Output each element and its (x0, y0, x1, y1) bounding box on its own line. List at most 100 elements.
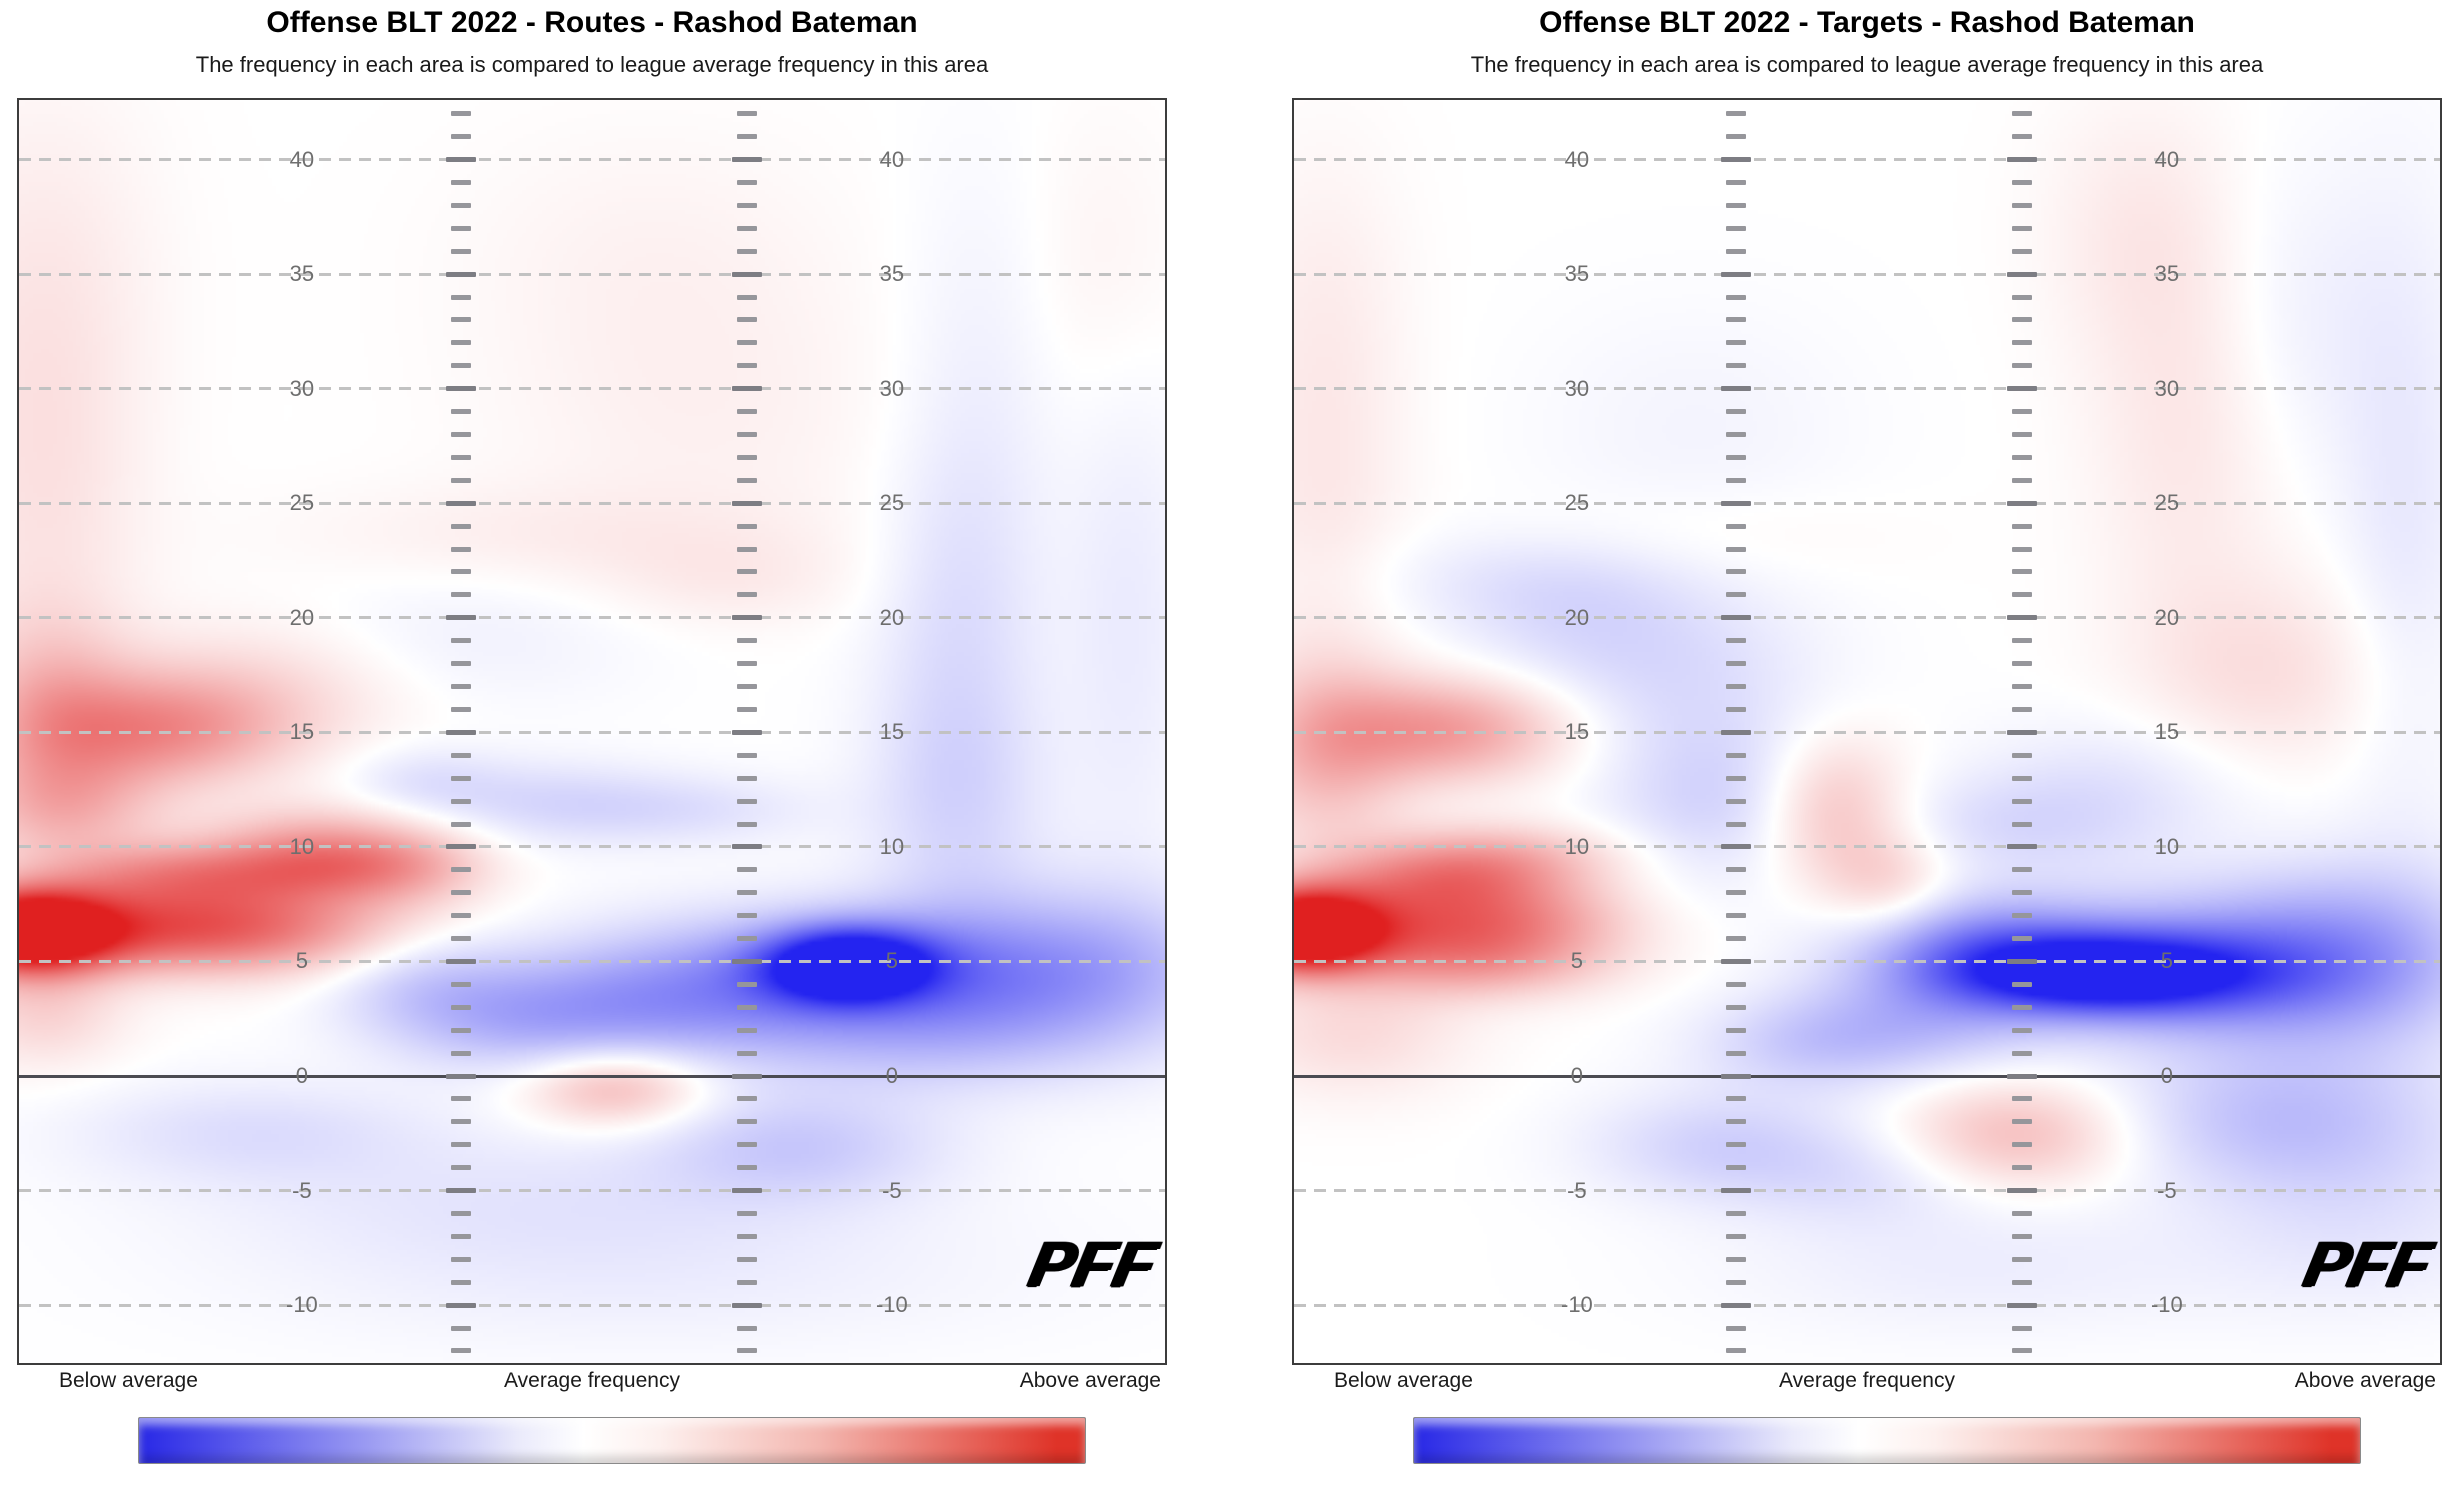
hash-mark (1720, 958, 1751, 964)
yard-gridline (19, 1303, 1165, 1307)
yard-gridline (1294, 272, 2440, 276)
hash-mark (2011, 409, 2032, 415)
hash-mark (450, 981, 471, 987)
hash-mark (450, 1096, 471, 1102)
yard-number-label: 5 (2160, 948, 2173, 974)
hash-mark (736, 1096, 757, 1102)
hash-mark (2011, 798, 2032, 804)
hash-mark (736, 638, 757, 644)
hash-mark (450, 592, 471, 598)
yard-gridline (19, 959, 1165, 963)
hash-mark (736, 936, 757, 942)
yard-number-label: 30 (1564, 375, 1590, 401)
line-of-scrimmage (19, 1074, 1165, 1078)
hash-mark (736, 775, 757, 781)
hash-mark (450, 317, 471, 323)
hash-mark (736, 821, 757, 827)
yard-gridline (1294, 158, 2440, 162)
hash-mark (731, 271, 762, 277)
chart-subtitle: The frequency in each area is compared t… (1470, 52, 2264, 77)
hash-mark (445, 1302, 476, 1308)
hash-mark (450, 867, 471, 873)
hash-mark (1725, 454, 1746, 460)
hash-mark (2011, 1210, 2032, 1216)
line-of-scrimmage (1294, 1074, 2440, 1078)
hash-mark (1725, 1165, 1746, 1171)
hash-mark (2011, 340, 2032, 346)
hash-mark (2011, 432, 2032, 437)
hash-mark (736, 1256, 757, 1262)
hash-mark (736, 1004, 757, 1010)
hash-mark (1725, 1027, 1746, 1033)
hash-mark (450, 179, 471, 185)
hash-mark (2011, 752, 2032, 758)
hash-mark (2011, 1325, 2032, 1331)
yard-number-label: -10 (1560, 1292, 1593, 1318)
yard-number-label: 35 (2154, 261, 2180, 287)
hash-mark (1725, 867, 1746, 873)
hash-mark (1725, 1210, 1746, 1216)
hash-mark (2011, 1348, 2032, 1354)
hash-mark (450, 1050, 471, 1056)
hash-mark (731, 386, 762, 392)
hash-mark (2011, 1004, 2032, 1010)
hash-mark (2011, 1165, 2032, 1171)
yard-number-label: 30 (2154, 375, 2180, 401)
hash-mark (450, 546, 471, 552)
yard-number-label: 25 (879, 490, 905, 516)
hash-mark (450, 706, 471, 712)
hash-mark (2011, 454, 2032, 460)
hash-mark (736, 752, 757, 758)
hash-mark (445, 844, 476, 850)
hash-mark (2011, 179, 2032, 185)
hash-mark (1725, 134, 1746, 140)
hash-mark (450, 661, 471, 667)
hash-mark (450, 1210, 471, 1216)
hash-mark (2011, 1233, 2032, 1239)
hash-mark (731, 958, 762, 964)
hash-mark (445, 386, 476, 392)
targets-chart-block: Offense BLT 2022 - Targets - Rashod Bate… (1292, 0, 2442, 1496)
hash-mark (445, 1188, 476, 1194)
hash-mark (736, 432, 757, 437)
hash-mark (2011, 1050, 2032, 1056)
legend-above-average: Above average (1019, 1369, 1161, 1392)
hash-mark (1725, 706, 1746, 712)
yard-number-label: -10 (875, 1292, 908, 1318)
hash-mark (450, 936, 471, 942)
hash-mark (2006, 729, 2037, 735)
yard-number-label: 0 (2160, 1063, 2173, 1089)
hash-mark (1725, 981, 1746, 987)
hash-mark (1725, 752, 1746, 758)
hash-mark (450, 454, 471, 460)
yard-number-label: 10 (879, 833, 905, 859)
yard-number-label: 30 (879, 375, 905, 401)
hash-mark (736, 706, 757, 712)
hash-mark (1725, 775, 1746, 781)
hash-mark (1725, 1233, 1746, 1239)
hash-mark (731, 500, 762, 506)
hash-mark (450, 111, 471, 117)
hash-mark (736, 981, 757, 987)
yard-number-label: 20 (289, 604, 315, 630)
hash-mark (450, 248, 471, 254)
yard-number-label: -5 (2157, 1177, 2177, 1203)
hash-mark (2011, 546, 2032, 552)
hash-mark (450, 913, 471, 919)
hash-mark (1725, 1325, 1746, 1331)
hash-mark (1725, 523, 1746, 529)
yard-number-label: 5 (295, 948, 309, 974)
hash-mark (445, 157, 476, 163)
hash-mark (736, 111, 757, 117)
yard-number-label: 10 (289, 833, 315, 859)
hash-mark (736, 661, 757, 667)
hash-mark (736, 523, 757, 529)
routes-chart-block: Offense BLT 2022 - Routes - Rashod Batem… (17, 0, 1167, 1496)
hash-mark (450, 1279, 471, 1285)
yard-gridline (1294, 959, 2440, 963)
yard-number-label: 10 (1564, 833, 1590, 859)
hash-mark (450, 202, 471, 208)
hash-mark (1725, 592, 1746, 598)
hash-mark (450, 1348, 471, 1354)
hash-mark (736, 248, 757, 254)
